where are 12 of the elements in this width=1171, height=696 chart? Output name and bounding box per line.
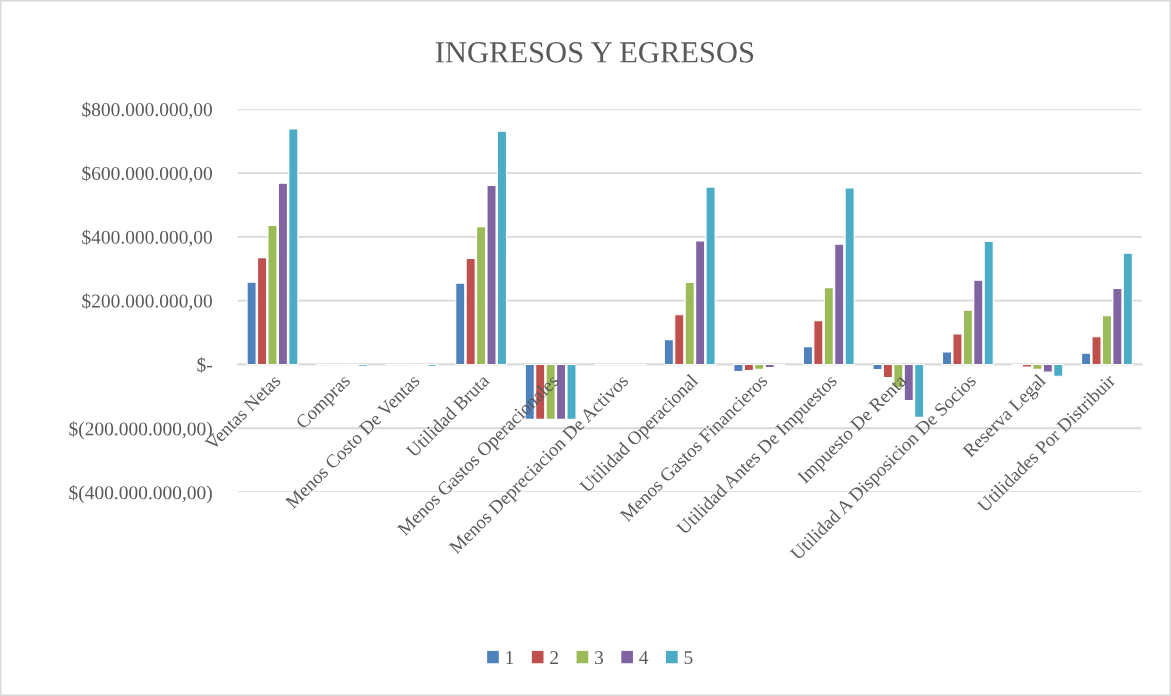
legend-label: 2	[550, 651, 558, 664]
y-tick-label: $800.000.000,00	[82, 101, 212, 120]
legend-label: 5	[684, 651, 693, 665]
y-tick-label: $-	[197, 357, 213, 373]
y-tick-label: $400.000.000,00	[82, 229, 212, 247]
legend-label: 3	[595, 651, 604, 665]
chart-title: INGRESOS Y EGRESOS	[435, 42, 754, 63]
y-tick-label: $600.000.000,00	[82, 165, 212, 183]
legend-label: 1	[506, 651, 514, 664]
y-tick-label: $(400.000.000,00)	[69, 485, 212, 504]
legend-label: 4	[639, 651, 649, 664]
y-tick-label: $200.000.000,00	[82, 293, 212, 311]
